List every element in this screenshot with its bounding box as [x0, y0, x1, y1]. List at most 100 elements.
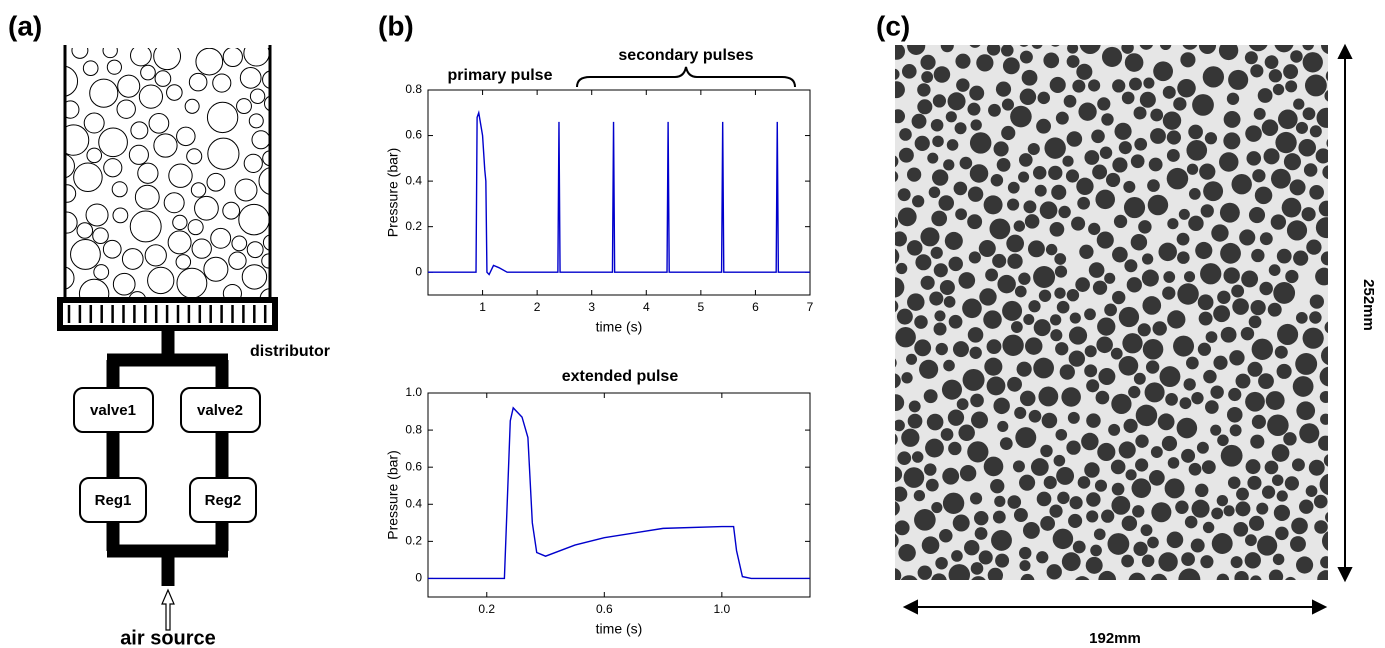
particle [1198, 311, 1213, 326]
particle [1068, 326, 1088, 345]
particle [1319, 473, 1328, 496]
particle [1123, 196, 1146, 219]
particle [1216, 573, 1230, 580]
particle [897, 451, 912, 466]
particle [895, 277, 905, 298]
particle [1181, 552, 1195, 567]
particle [895, 358, 897, 368]
particle [1245, 391, 1265, 412]
particle [905, 353, 918, 365]
particle [952, 514, 970, 532]
particle [1097, 97, 1111, 111]
particle [1276, 490, 1288, 502]
particle [1223, 267, 1240, 284]
particle [999, 437, 1013, 450]
particle [1320, 556, 1328, 569]
particle [1251, 248, 1265, 263]
particle [993, 141, 1009, 157]
particle [1133, 106, 1147, 120]
particle [1028, 300, 1041, 313]
particle [1144, 382, 1165, 403]
axes-frame [427, 89, 811, 296]
particle [1291, 458, 1305, 472]
particle [1006, 234, 1025, 253]
particle [1177, 251, 1190, 264]
particle [969, 492, 983, 505]
particle [1267, 302, 1282, 317]
valve-box [180, 387, 261, 433]
particle [1002, 334, 1024, 356]
particle [1182, 45, 1198, 50]
particle [1273, 282, 1296, 304]
particle [1229, 350, 1245, 366]
particle [983, 456, 1004, 477]
particle [1166, 148, 1180, 162]
particle [1014, 406, 1027, 419]
particle [1122, 333, 1143, 354]
particle [1032, 166, 1047, 180]
particle [262, 70, 269, 89]
particle [948, 441, 962, 456]
particle [917, 565, 932, 580]
particle [1030, 458, 1049, 476]
particle [895, 501, 900, 516]
particle [1325, 71, 1328, 82]
particle [1272, 553, 1285, 566]
particle [1324, 321, 1328, 334]
particle [1098, 570, 1117, 580]
particle [1167, 457, 1180, 469]
y-tick-label: 0.6 [405, 128, 422, 142]
particle [939, 279, 955, 296]
particle [1184, 271, 1196, 283]
particle [1067, 411, 1080, 424]
particle [1250, 575, 1262, 580]
particle [66, 153, 75, 179]
particle [1105, 172, 1121, 188]
particle [203, 256, 229, 282]
particle [1126, 277, 1142, 293]
particle [1110, 347, 1123, 360]
particle [1118, 441, 1136, 459]
particle [1162, 85, 1176, 99]
particle [996, 158, 1011, 172]
particle [1270, 214, 1287, 230]
particle [1061, 552, 1081, 572]
particle [262, 150, 269, 167]
particle [931, 502, 943, 514]
particle [1069, 496, 1083, 510]
particle [1199, 163, 1216, 180]
particle [895, 300, 899, 313]
particle [992, 510, 1006, 524]
particle [207, 137, 240, 170]
particle [987, 567, 1004, 580]
particle [984, 357, 1003, 376]
particle [895, 109, 906, 124]
particle [1162, 286, 1176, 300]
particle [908, 400, 921, 413]
particle [895, 419, 905, 432]
particle [191, 238, 212, 259]
y-tick-label: 0 [415, 264, 422, 278]
valve-label: valve2 [197, 402, 243, 419]
particle [172, 214, 188, 231]
particle [1015, 427, 1037, 448]
particle [958, 424, 975, 442]
particle [993, 397, 1010, 415]
particle [948, 314, 963, 329]
x-tick-label: 3 [588, 300, 595, 314]
particle [1135, 458, 1149, 472]
particle [1050, 329, 1063, 342]
particle [1033, 357, 1054, 379]
particle [938, 195, 955, 211]
x-tick-label: 2 [534, 300, 541, 314]
particle [1197, 294, 1214, 311]
particle [1007, 253, 1023, 269]
particle [1128, 385, 1141, 399]
particle [1084, 150, 1100, 165]
particle [1268, 569, 1284, 580]
particle [1296, 401, 1316, 421]
particle [967, 186, 984, 202]
particle [1055, 428, 1068, 441]
particle [1309, 294, 1324, 309]
particle [895, 68, 900, 80]
